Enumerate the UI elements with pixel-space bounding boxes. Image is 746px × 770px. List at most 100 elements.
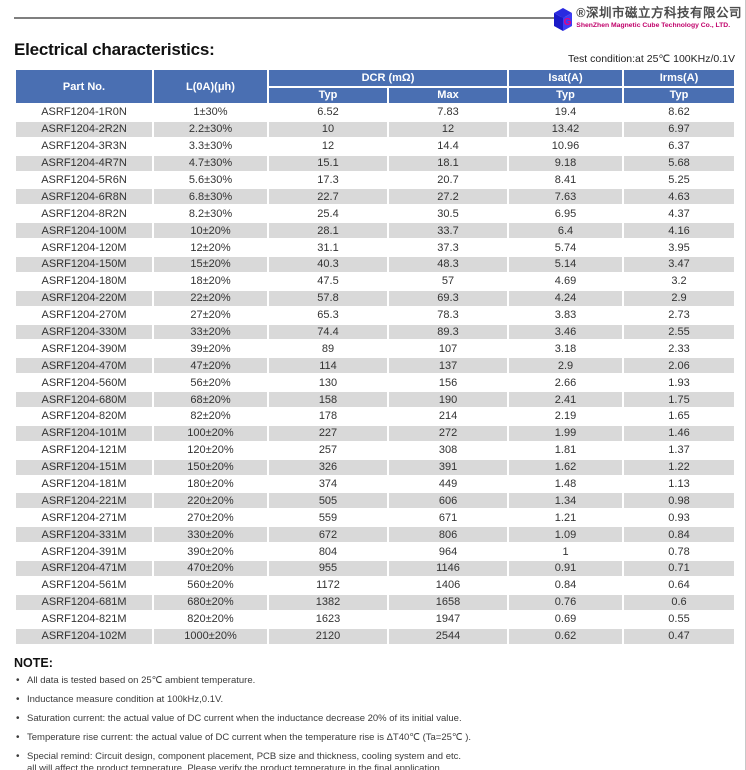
col-subheader-isat-typ: Typ	[509, 87, 623, 103]
table-cell: ASRF1204-560M	[16, 375, 152, 391]
table-cell: 30.5	[389, 206, 508, 222]
table-cell: 1.75	[624, 392, 735, 408]
table-cell: 47±20%	[154, 358, 267, 374]
table-row: ASRF1204-120M 12±20% 31.1 37.3 5.74 3.95	[16, 240, 735, 256]
table-cell: 4.69	[509, 273, 623, 289]
table-row: ASRF1204-330M 33±20% 74.4 89.3 3.46 2.55	[16, 324, 735, 340]
table-cell: 680±20%	[154, 594, 267, 610]
table-cell: 806	[389, 527, 508, 543]
table-row: ASRF1204-121M 120±20% 257 308 1.81 1.37	[16, 442, 735, 458]
table-row: ASRF1204-4R7N 4.7±30% 15.1 18.1 9.18 5.68	[16, 155, 735, 171]
col-subheader-dcr-max: Max	[389, 87, 508, 103]
table-cell: ASRF1204-270M	[16, 307, 152, 323]
col-header-isat: Isat(A)	[509, 70, 623, 86]
table-cell: 48.3	[389, 257, 508, 272]
table-cell: 1	[509, 544, 623, 560]
table-cell: 1382	[269, 594, 387, 610]
note-section: NOTE: All data is tested based on 25℃ am…	[14, 656, 714, 770]
table-cell: 0.64	[624, 577, 735, 593]
table-cell: 1.93	[624, 375, 735, 391]
note-item: Inductance measure condition at 100kHz,0…	[14, 694, 714, 706]
table-cell: 2.66	[509, 375, 623, 391]
table-cell: ASRF1204-102M	[16, 628, 152, 644]
table-row: ASRF1204-270M 27±20% 65.3 78.3 3.83 2.73	[16, 307, 735, 323]
company-name-cn: ®深圳市磁立方科技有限公司	[576, 6, 742, 20]
table-cell: 1.09	[509, 527, 623, 543]
table-cell: 27.2	[389, 189, 508, 205]
table-cell: 74.4	[269, 324, 387, 340]
table-cell: 10.96	[509, 138, 623, 154]
table-cell: 606	[389, 493, 508, 509]
table-cell: 1000±20%	[154, 628, 267, 644]
table-cell: ASRF1204-391M	[16, 544, 152, 560]
table-cell: 17.3	[269, 172, 387, 188]
table-row: ASRF1204-1R0N 1±30% 6.52 7.83 19.4 8.62	[16, 105, 735, 120]
table-cell: 6.95	[509, 206, 623, 222]
table-cell: 56±20%	[154, 375, 267, 391]
table-row: ASRF1204-681M 680±20% 1382 1658 0.76 0.6	[16, 594, 735, 610]
table-cell: 3.83	[509, 307, 623, 323]
table-cell: 12	[389, 121, 508, 137]
table-row: ASRF1204-271M 270±20% 559 671 1.21 0.93	[16, 510, 735, 526]
table-cell: 6.4	[509, 223, 623, 239]
table-cell: 10±20%	[154, 223, 267, 239]
table-cell: 0.78	[624, 544, 735, 560]
table-cell: 220±20%	[154, 493, 267, 509]
table-cell: 1.22	[624, 459, 735, 475]
table-cell: 1±30%	[154, 105, 267, 120]
table-cell: 3.47	[624, 257, 735, 272]
table-cell: 120±20%	[154, 442, 267, 458]
table-row: ASRF1204-391M 390±20% 804 964 1 0.78	[16, 544, 735, 560]
table-cell: ASRF1204-330M	[16, 324, 152, 340]
table-cell: ASRF1204-150M	[16, 257, 152, 272]
table-cell: ASRF1204-470M	[16, 358, 152, 374]
table-cell: 6.8±30%	[154, 189, 267, 205]
table-cell: 560±20%	[154, 577, 267, 593]
table-cell: ASRF1204-6R8N	[16, 189, 152, 205]
table-cell: 22.7	[269, 189, 387, 205]
table-cell: 270±20%	[154, 510, 267, 526]
table-cell: ASRF1204-681M	[16, 594, 152, 610]
company-name: ®深圳市磁立方科技有限公司 ShenZhen Magnetic Cube Tec…	[576, 6, 742, 30]
table-cell: ASRF1204-821M	[16, 611, 152, 627]
table-cell: 33±20%	[154, 324, 267, 340]
table-cell: 82±20%	[154, 409, 267, 424]
table-cell: ASRF1204-220M	[16, 290, 152, 306]
table-cell: 15±20%	[154, 257, 267, 272]
table-cell: 0.93	[624, 510, 735, 526]
table-cell: 19.4	[509, 105, 623, 120]
table-cell: ASRF1204-100M	[16, 223, 152, 239]
table-cell: 4.63	[624, 189, 735, 205]
table-row: ASRF1204-6R8N 6.8±30% 22.7 27.2 7.63 4.63	[16, 189, 735, 205]
table-cell: 214	[389, 409, 508, 424]
table-body: ASRF1204-1R0N 1±30% 6.52 7.83 19.4 8.62 ASRF12…	[16, 105, 735, 644]
table-cell: ASRF1204-3R3N	[16, 138, 152, 154]
table-cell: 89.3	[389, 324, 508, 340]
table-cell: ASRF1204-331M	[16, 527, 152, 543]
table-cell: 0.69	[509, 611, 623, 627]
table-cell: 180±20%	[154, 476, 267, 492]
table-cell: 137	[389, 358, 508, 374]
note-item: All data is tested based on 25℃ ambient …	[14, 675, 714, 687]
table-cell: 2.33	[624, 341, 735, 357]
table-cell: ASRF1204-820M	[16, 409, 152, 424]
table-cell: 6.97	[624, 121, 735, 137]
table-cell: 1.81	[509, 442, 623, 458]
table-row: ASRF1204-220M 22±20% 57.8 69.3 4.24 2.9	[16, 290, 735, 306]
table-cell: 6.37	[624, 138, 735, 154]
table-cell: 12±20%	[154, 240, 267, 256]
table-row: ASRF1204-331M 330±20% 672 806 1.09 0.84	[16, 527, 735, 543]
col-header-inductance: L(0A)(μh)	[154, 70, 267, 103]
note-item: Temperature rise current: the actual val…	[14, 732, 714, 744]
table-cell: 25.4	[269, 206, 387, 222]
table-cell: ASRF1204-561M	[16, 577, 152, 593]
electrical-characteristics-table: Part No. L(0A)(μh) DCR (mΩ) Isat(A) Irms…	[14, 68, 736, 646]
table-cell: 15.1	[269, 155, 387, 171]
table-cell: 114	[269, 358, 387, 374]
table-cell: 326	[269, 459, 387, 475]
table-row: ASRF1204-560M 56±20% 130 156 2.66 1.93	[16, 375, 735, 391]
table-cell: 190	[389, 392, 508, 408]
table-cell: 470±20%	[154, 561, 267, 576]
table-row: ASRF1204-820M 82±20% 178 214 2.19 1.65	[16, 409, 735, 424]
